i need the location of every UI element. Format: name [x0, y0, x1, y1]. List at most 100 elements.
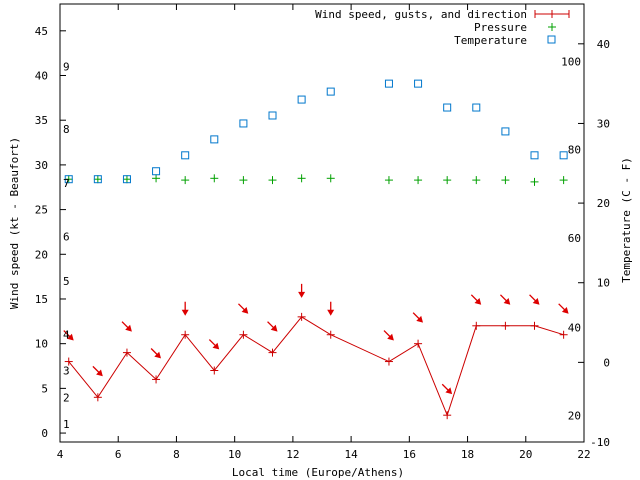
wind-direction-arrow	[441, 383, 453, 395]
wind-speed-point	[210, 366, 219, 375]
legend-marker-temperature	[547, 35, 556, 44]
fahrenheit-label: 40	[568, 321, 581, 334]
wind-direction-head	[474, 298, 482, 305]
pressure-point	[268, 176, 277, 185]
wind-direction-head	[327, 309, 335, 316]
plot-frame	[59, 3, 585, 443]
wind-direction-arrow	[267, 321, 278, 332]
beaufort-label: 5	[63, 275, 70, 288]
wind-direction-arrow	[298, 283, 306, 298]
pressure-point	[501, 176, 510, 185]
tick-layer	[59, 4, 585, 443]
y2-axis-title: Temperature (C - F)	[620, 157, 633, 283]
wind-speed-point	[268, 348, 277, 357]
y-tick-label: 45	[35, 25, 48, 38]
x-tick-label: 20	[519, 448, 532, 461]
wind-direction-head	[270, 324, 278, 332]
temperature-point	[443, 103, 452, 112]
legend-label-pressure: Pressure	[474, 21, 527, 34]
y-tick-label: 0	[41, 427, 48, 440]
temperature-point	[181, 151, 190, 160]
pressure-point	[239, 176, 248, 185]
wind-speed-point	[64, 357, 73, 366]
wind-direction-head	[154, 351, 161, 359]
wind-speed-point	[414, 339, 423, 348]
y-tick-label: 10	[35, 338, 48, 351]
temperature-point	[297, 95, 306, 104]
y2-tick-label: 30	[597, 117, 610, 130]
pressure-point	[152, 174, 161, 183]
wind-direction-head	[96, 369, 103, 377]
pressure-point	[326, 174, 335, 183]
beaufort-label: 4	[63, 329, 70, 342]
beaufort-label: 2	[63, 391, 70, 404]
y-tick-label: 40	[35, 70, 48, 83]
pressure-point	[210, 174, 219, 183]
x-tick-label: 12	[286, 448, 299, 461]
pressure-point	[472, 176, 481, 185]
wind-direction-arrow	[412, 312, 423, 323]
wind-speed-point	[122, 348, 131, 357]
y2-tick-label: 0	[603, 356, 610, 369]
wind-speed-point	[559, 330, 568, 339]
wind-direction-head	[241, 307, 249, 314]
wind-direction-head	[445, 387, 453, 395]
x-tick-label: 22	[577, 448, 590, 461]
wind-direction-arrow	[327, 301, 335, 316]
x-tick-label: 8	[173, 448, 180, 461]
wind-direction-arrow	[237, 303, 249, 314]
y2-tick-label: 40	[597, 38, 610, 51]
wind-direction-head	[503, 298, 511, 305]
wind-speed-point	[530, 321, 539, 330]
beaufort-label: 1	[63, 418, 70, 431]
wind-speed-point	[297, 312, 306, 321]
fahrenheit-label: 80	[568, 144, 581, 157]
temperature-point	[268, 111, 277, 120]
y-tick-label: 20	[35, 248, 48, 261]
y-tick-label: 25	[35, 204, 48, 217]
y-tick-label: 35	[35, 114, 48, 127]
wind-direction-arrow	[208, 339, 220, 350]
temperature-point	[414, 79, 423, 88]
beaufort-label: 8	[63, 123, 70, 136]
wind-direction-head	[416, 315, 423, 323]
wind-direction-arrow	[383, 330, 394, 341]
y-axis-title: Wind speed (kt - Beaufort)	[8, 137, 21, 309]
x-axis-title: Local time (Europe/Athens)	[232, 466, 404, 479]
wind-direction-arrow	[558, 303, 569, 314]
beaufort-label: 6	[63, 230, 70, 243]
temperature-point	[559, 151, 568, 160]
beaufort-label: 3	[63, 364, 70, 377]
pressure-point	[93, 175, 102, 184]
y-tick-label: 30	[35, 159, 48, 172]
wind-speed-point	[181, 330, 190, 339]
temperature-point	[384, 79, 393, 88]
legend: Wind speed, gusts, and direction Pressur…	[315, 8, 570, 47]
wind-direction-head	[561, 307, 569, 314]
temperature-point	[93, 175, 102, 184]
pressure-point	[559, 176, 568, 185]
x-tick-label: 14	[344, 448, 358, 461]
legend-label-wind: Wind speed, gusts, and direction	[315, 8, 527, 21]
series-layer	[64, 79, 568, 420]
temperature-point	[501, 127, 510, 136]
wind-speed-point	[472, 321, 481, 330]
temperature-point	[326, 87, 335, 96]
wind-direction-head	[181, 309, 189, 316]
wind-speed-point	[501, 321, 510, 330]
wind-direction-arrow	[181, 301, 189, 316]
wind-direction-arrow	[529, 294, 540, 305]
fahrenheit-label: 20	[568, 410, 581, 423]
wind-direction-head	[532, 298, 540, 305]
wind-direction-arrow	[499, 294, 511, 305]
pressure-point	[64, 175, 73, 184]
x-tick-label: 18	[461, 448, 474, 461]
pressure-point	[414, 176, 423, 185]
wind-direction-arrow	[63, 330, 74, 341]
y-tick-label: 15	[35, 293, 48, 306]
x-tick-label: 4	[57, 448, 64, 461]
temperature-point	[210, 135, 219, 144]
pressure-point	[384, 176, 393, 185]
wind-speed-point	[326, 330, 335, 339]
